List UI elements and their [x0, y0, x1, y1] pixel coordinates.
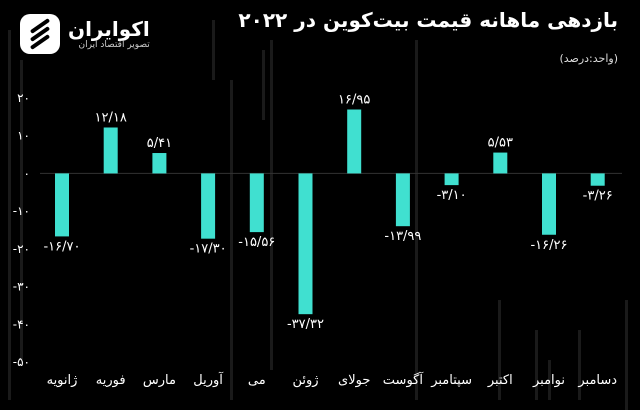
bar-11	[542, 173, 556, 235]
bar-4	[201, 173, 216, 239]
data-label: -۱۶/۲۶	[530, 238, 567, 253]
logo-tagline: تصویر اقتصاد ایران	[78, 40, 150, 50]
x-tick-label: اکتبر	[487, 373, 513, 388]
x-tick-label: ژانویه	[47, 373, 78, 388]
bar-3	[152, 153, 167, 174]
bar-12	[590, 173, 605, 186]
x-tick-label: می	[248, 373, 266, 388]
y-tick-label: -۱۰	[13, 204, 30, 218]
bar-6	[298, 173, 313, 315]
logo: اکوایران تصویر اقتصاد ایران	[20, 14, 150, 54]
x-tick-label: دسامبر	[577, 373, 617, 388]
x-tick-label: آگوست	[383, 371, 425, 388]
bar-5	[249, 173, 264, 233]
bar-8	[395, 173, 410, 227]
logo-icon	[20, 14, 60, 54]
y-tick-label: -۴۰	[13, 317, 30, 331]
y-tick-label: -۲۰	[13, 242, 30, 256]
y-tick-label: ۰	[24, 166, 30, 180]
data-label: -۳/۱۰	[437, 188, 467, 203]
data-label: -۳/۲۶	[583, 189, 613, 204]
y-tick-label: ۱۰	[17, 129, 30, 143]
x-tick-label: مارس	[143, 373, 176, 388]
x-tick-label: آوریل	[193, 371, 224, 388]
y-tick-label: -۵۰	[13, 355, 30, 369]
data-label: ۵/۵۳	[488, 136, 513, 151]
data-label: -۱۷/۳۰	[190, 242, 227, 257]
data-label: -۱۵/۵۶	[238, 235, 275, 250]
y-tick-label: -۳۰	[13, 280, 30, 294]
data-label: -۱۶/۷۰	[43, 239, 80, 254]
data-label: ۱۲/۱۸	[95, 110, 127, 125]
bar-2	[103, 127, 118, 174]
data-label: -۳۷/۳۲	[287, 317, 324, 332]
x-tick-label: جولای	[338, 373, 370, 388]
bar-1	[55, 173, 69, 237]
logo-name: اکوایران	[68, 17, 150, 41]
x-tick-label: سپتامبر	[430, 373, 472, 388]
y-tick-label: ۲۰	[17, 91, 30, 105]
bar-10	[493, 152, 508, 174]
x-tick-label: ژوئن	[292, 373, 318, 388]
unit-label: (واحد:درصد)	[559, 52, 618, 65]
data-label: ۵/۴۱	[147, 136, 172, 151]
data-label: -۱۳/۹۹	[384, 229, 421, 244]
data-label: ۱۶/۹۵	[338, 93, 370, 108]
x-tick-label: فوریه	[96, 373, 126, 388]
x-tick-label: نوامبر	[532, 373, 565, 388]
bar-7	[347, 109, 362, 174]
bar-9	[444, 173, 459, 186]
chart-title: بازدهی ماهانه قیمت بیت‌کوین در ۲۰۲۲	[238, 8, 618, 32]
